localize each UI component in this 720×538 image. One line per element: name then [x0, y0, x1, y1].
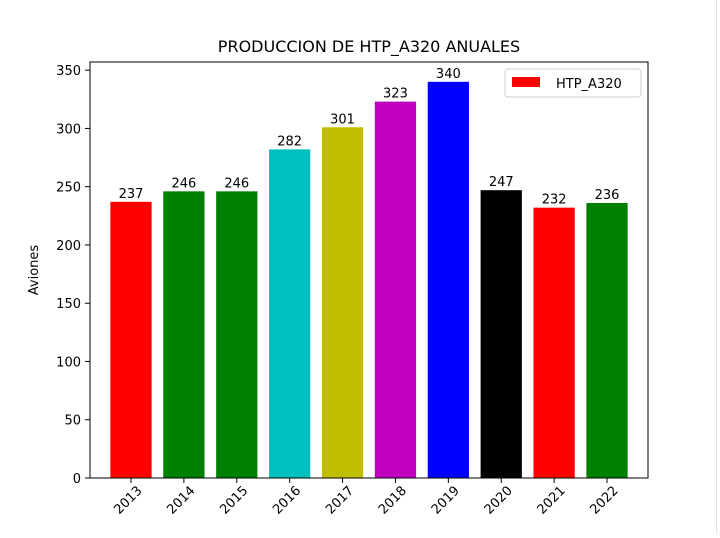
legend-label: HTP_A320 — [556, 77, 622, 92]
bar-value-label: 282 — [277, 134, 302, 149]
y-tick-label: 250 — [56, 181, 81, 196]
bar-2016 — [269, 149, 311, 478]
bar-value-label: 246 — [171, 176, 196, 191]
bars — [110, 81, 628, 479]
y-tick-label: 300 — [56, 122, 81, 137]
y-tick-label: 350 — [56, 64, 81, 79]
x-tick-label: 2022 — [588, 484, 622, 518]
bar-value-label: 323 — [383, 87, 408, 102]
bar-value-label: 301 — [330, 112, 355, 127]
bar-value-label: 237 — [119, 187, 144, 202]
bar-2015 — [216, 191, 258, 478]
legend: HTP_A320 — [504, 68, 642, 98]
bar-value-label: 236 — [595, 188, 620, 203]
bar-2017 — [321, 127, 364, 478]
x-tick-label: 2019 — [429, 484, 463, 518]
x-tick-label: 2020 — [482, 484, 516, 518]
right-edge-line — [716, 0, 717, 533]
legend-box — [504, 68, 642, 98]
legend-swatch — [512, 77, 540, 87]
bar-value-label: 232 — [542, 193, 567, 208]
bar-2013 — [110, 201, 152, 478]
bar-2022 — [586, 202, 628, 478]
y-axis-label: Aviones — [27, 245, 42, 296]
x-tick-label: 2018 — [376, 484, 410, 518]
plot-area-frame — [89, 61, 649, 479]
x-tick-label: 2016 — [270, 484, 304, 518]
bar-value-label: 340 — [436, 67, 461, 82]
x-tick-label: 2021 — [535, 484, 569, 518]
y-tick-label: 0 — [73, 472, 81, 487]
bar-2019 — [427, 81, 469, 479]
x-tick-label: 2017 — [323, 484, 357, 518]
bar-2014 — [163, 191, 205, 478]
bar-value-labels: 237 246 246 282 301 323 340 247 232 236 — [119, 67, 620, 208]
bar-value-label: 246 — [224, 176, 249, 191]
bar-value-label: 247 — [489, 175, 514, 190]
x-tick-label: 2014 — [164, 484, 198, 518]
x-tick-label: 2013 — [112, 484, 146, 518]
x-tick-label: 2015 — [217, 484, 251, 518]
bar-2021 — [533, 207, 575, 478]
bar-2020 — [480, 190, 522, 479]
y-tick-label: 150 — [56, 297, 81, 312]
y-tick-label: 200 — [56, 239, 81, 254]
y-axis-ticks: 0 50 100 150 200 250 300 350 — [56, 64, 90, 487]
chart-title: PRODUCCION DE HTP_A320 ANUALES — [218, 37, 520, 57]
bar-2018 — [374, 101, 417, 478]
y-tick-label: 50 — [64, 414, 81, 429]
y-tick-label: 100 — [56, 355, 81, 370]
x-axis-ticks: 2013 2014 2015 2016 2017 2018 2019 2020 2021 2022 — [112, 478, 622, 518]
